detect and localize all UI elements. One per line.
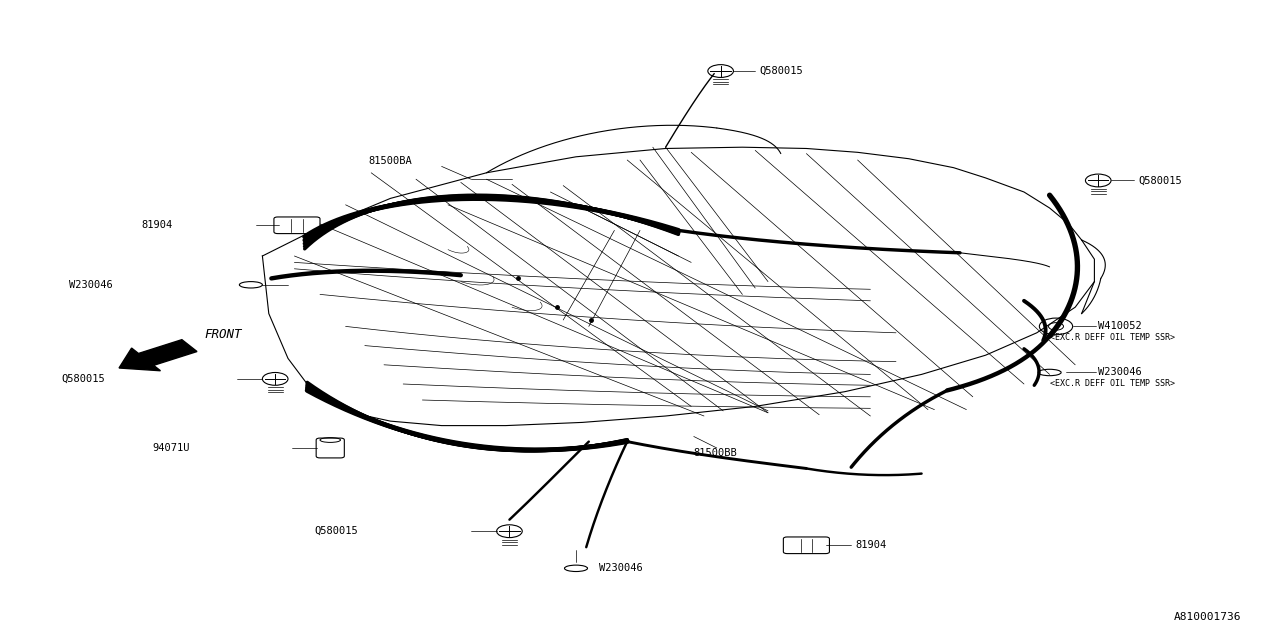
Text: <EXC.R DEFF OIL TEMP SSR>: <EXC.R DEFF OIL TEMP SSR> (1050, 333, 1175, 342)
Text: 81904: 81904 (142, 220, 173, 230)
Text: 94071U: 94071U (152, 443, 189, 453)
Text: FRONT: FRONT (205, 328, 242, 340)
Text: W410052: W410052 (1098, 321, 1142, 332)
Text: 81500BA: 81500BA (369, 156, 412, 166)
Text: 81500BB: 81500BB (694, 448, 737, 458)
Text: 81904: 81904 (855, 540, 886, 550)
Text: W230046: W230046 (599, 563, 643, 573)
Text: Q580015: Q580015 (315, 526, 358, 536)
FancyArrow shape (119, 340, 197, 371)
Text: W230046: W230046 (69, 280, 113, 290)
Text: Q580015: Q580015 (759, 66, 803, 76)
Text: Q580015: Q580015 (1138, 175, 1181, 186)
Text: Q580015: Q580015 (61, 374, 105, 384)
Text: <EXC.R DEFF OIL TEMP SSR>: <EXC.R DEFF OIL TEMP SSR> (1050, 380, 1175, 388)
Text: A810001736: A810001736 (1174, 612, 1242, 622)
Text: W230046: W230046 (1098, 367, 1142, 378)
